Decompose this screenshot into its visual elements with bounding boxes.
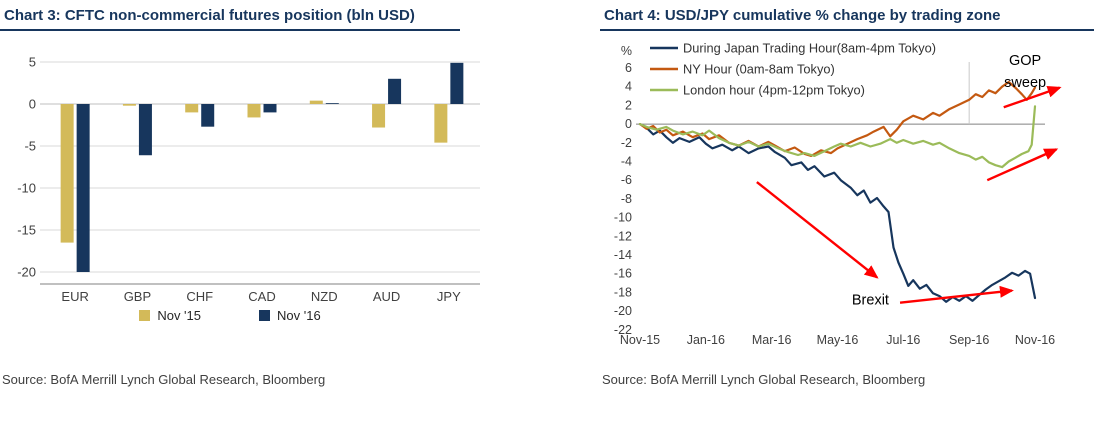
bar-Nov15-AUD [372, 104, 386, 128]
y-tick-label: -14 [614, 248, 632, 262]
x-category-label: CAD [248, 289, 275, 304]
y-tick-label: 5 [29, 55, 36, 70]
x-tick-label: May-16 [817, 333, 859, 347]
x-tick-label: Jul-16 [886, 333, 920, 347]
y-tick-label: -15 [17, 223, 36, 238]
x-category-label: CHF [186, 289, 213, 304]
bar-Nov15-EUR [60, 104, 74, 243]
chart4-plot: 6 4 2 0 -2 -4 -6 -8 -10 -12 -14 -16 -18 -20 -22% Nov-15… [614, 41, 1062, 347]
y-tick-label: -4 [621, 155, 632, 169]
y-tick-label: 0 [625, 117, 632, 131]
chart4-panel: Chart 4: USD/JPY cumulative % change by … [600, 0, 1094, 425]
y-tick-label: -20 [614, 304, 632, 318]
legend-series-label-1: NY Hour (0am-8am Tokyo) [683, 62, 835, 77]
y-tick-label: -10 [17, 181, 36, 196]
bar-Nov15-NZD [309, 100, 323, 104]
bar-Nov16-AUD [388, 78, 402, 104]
bar-Nov16-CHF [201, 104, 215, 127]
y-axis-unit-label: % [621, 44, 632, 58]
legend-label-nov16: Nov '16 [277, 308, 321, 323]
bar-Nov16-EUR [76, 104, 90, 272]
legend-series-label-0: During Japan Trading Hour(8am-4pm Tokyo) [683, 41, 936, 56]
bar-Nov15-JPY [434, 104, 448, 143]
y-tick-label: -10 [614, 211, 632, 225]
chart3-panel: Chart 3: CFTC non-commercial futures pos… [0, 0, 486, 425]
x-category-label: GBP [124, 289, 151, 304]
x-tick-label: Nov-15 [620, 333, 660, 347]
bar-Nov15-GBP [122, 104, 136, 106]
chart4-source: Source: BofA Merrill Lynch Global Resear… [602, 372, 926, 387]
chart3-source: Source: BofA Merrill Lynch Global Resear… [2, 372, 326, 387]
y-tick-label: -5 [24, 139, 36, 154]
y-tick-label: -8 [621, 192, 632, 206]
annotation-arrow-1 [899, 285, 1014, 304]
x-tick-label: Sep-16 [949, 333, 989, 347]
annotation-arrow-3 [986, 148, 1059, 182]
bar-Nov16-NZD [325, 103, 339, 104]
legend-swatch-nov15 [139, 310, 151, 321]
bar-Nov15-CHF [185, 104, 199, 113]
y-tick-label: -2 [621, 136, 632, 150]
annotation-arrow-0 [756, 181, 879, 279]
y-tick-label: -12 [614, 229, 632, 243]
x-tick-label: Nov-16 [1015, 333, 1055, 347]
x-category-label: EUR [61, 289, 88, 304]
x-category-label: NZD [311, 289, 338, 304]
chart3-title: Chart 3: CFTC non-commercial futures pos… [0, 0, 460, 31]
legend-series-label-2: London hour (4pm-12pm Tokyo) [683, 83, 865, 98]
y-tick-label: -20 [17, 265, 36, 280]
chart3-legend: Nov '15 Nov '16 [0, 308, 460, 323]
bar-Nov15-CAD [247, 104, 261, 118]
annotation-text-0-1: sweep [1004, 75, 1046, 91]
x-category-label: AUD [373, 289, 400, 304]
x-tick-label: Mar-16 [752, 333, 792, 347]
y-tick-label: 4 [625, 80, 632, 94]
y-tick-label: -6 [621, 173, 632, 187]
x-category-label: JPY [437, 289, 461, 304]
x-tick-label: Jan-16 [687, 333, 725, 347]
y-tick-label: 6 [625, 61, 632, 75]
y-tick-label: 2 [625, 98, 632, 112]
series-line-0 [638, 122, 1037, 303]
bar-Nov16-CAD [263, 104, 277, 113]
y-tick-label: 0 [29, 97, 36, 112]
y-tick-label: -22 [614, 323, 632, 337]
legend-item-nov15: Nov '15 [139, 308, 201, 323]
annotation-text-0-0: GOP [1009, 53, 1041, 69]
legend-label-nov15: Nov '15 [157, 308, 201, 323]
bar-Nov16-GBP [138, 104, 152, 156]
y-tick-label: -18 [614, 285, 632, 299]
legend-item-nov16: Nov '16 [259, 308, 321, 323]
annotation-text-1-0: Brexit [852, 293, 889, 309]
annotation-arrow-2 [1003, 85, 1062, 109]
legend-swatch-nov16 [259, 310, 270, 321]
chart4-title: Chart 4: USD/JPY cumulative % change by … [600, 0, 1094, 31]
series-line-2 [638, 105, 1037, 169]
bar-Nov16-JPY [450, 62, 464, 104]
chart3-plot: 5 0 -5 -10 -15 -20 EUR GBP CHF CAD NZD AUD JPY [17, 55, 480, 304]
y-tick-label: -16 [614, 267, 632, 281]
